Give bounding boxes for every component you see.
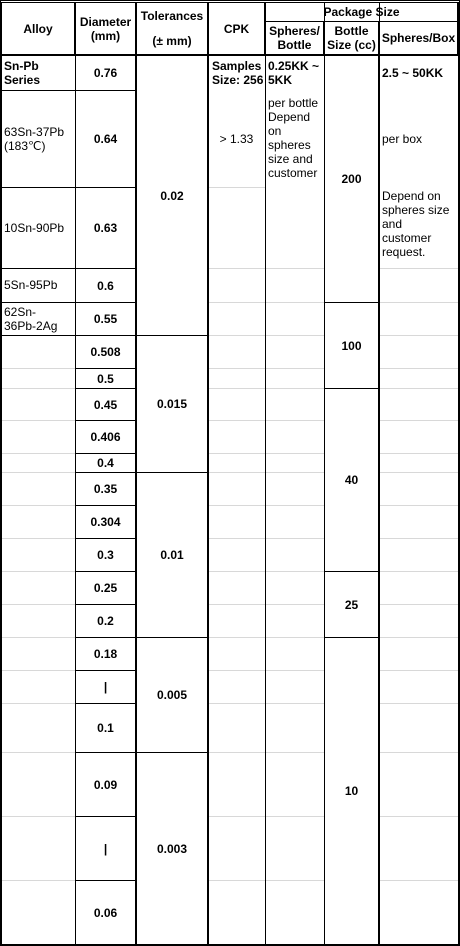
diameter-cell: 0.6	[75, 268, 136, 303]
bottle-size-cell: 40	[324, 388, 379, 572]
diameter-cell: 0.1	[75, 703, 136, 753]
column-line	[136, 2, 137, 945]
diameter-cell: 0.304	[75, 505, 136, 539]
bottle-size-cell: 200	[324, 55, 379, 303]
tolerance-cell: 0.003	[136, 752, 208, 945]
tolerance-cell: 0.02	[136, 55, 208, 336]
row-line	[1, 335, 458, 336]
row-line	[1, 388, 458, 389]
row-line	[1, 670, 458, 671]
header-cell: Alloy	[1, 2, 75, 55]
diameter-cell: 0.5	[75, 368, 136, 389]
row-line	[1, 752, 458, 753]
alloy-cell: Sn-Pb Series	[1, 55, 75, 91]
cpk-cell: Samples Size: 256	[208, 55, 265, 90]
bottle-size-cell: 25	[324, 571, 379, 638]
border-line	[1, 2, 459, 3]
row-line	[1, 571, 458, 572]
diameter-cell: 0.2	[75, 604, 136, 638]
spheres-box-cell: 2.5 ~ 50KK	[379, 55, 458, 90]
column-line	[1, 2, 2, 945]
diameter-cell: 0.3	[75, 538, 136, 572]
row-line	[1, 368, 458, 369]
diameter-cell: 0.09	[75, 752, 136, 817]
header-cell: CPK	[208, 2, 265, 55]
row-line	[1, 453, 458, 454]
header-cell: Spheres/ Bottle	[265, 21, 324, 55]
header-text: (± mm)	[152, 34, 192, 49]
row-line	[1, 703, 458, 704]
alloy-cell: 63Sn-37Pb (183℃)	[1, 90, 75, 188]
diameter-cell: 0.45	[75, 388, 136, 421]
alloy-cell: 62Sn- 36Pb-2Ag	[1, 302, 75, 336]
row-line	[1, 637, 458, 638]
diameter-cell: 0.76	[75, 55, 136, 91]
spheres-bottle-cell: 0.25KK ~ 5KK	[265, 55, 324, 90]
header-cell: Diameter (mm)	[75, 2, 136, 55]
row-line	[1, 505, 458, 506]
tolerance-cell: 0.005	[136, 637, 208, 753]
header-text: Tolerances	[140, 8, 204, 23]
diameter-cell: 0.55	[75, 302, 136, 336]
row-line	[1, 472, 458, 473]
header-cell: Spheres/Box	[379, 21, 458, 55]
diameter-cell: 0.18	[75, 637, 136, 671]
border-line	[1, 944, 459, 945]
spheres-box-cell: Depend on spheres size and customer requ…	[379, 187, 458, 268]
column-line	[208, 2, 209, 945]
bottle-size-cell: 100	[324, 302, 379, 389]
column-line	[265, 2, 266, 945]
row-line	[1, 302, 458, 303]
column-line	[75, 2, 76, 945]
diameter-cell: 0.25	[75, 571, 136, 605]
diameter-cell: 0.64	[75, 90, 136, 188]
frame-line	[0, 0, 1, 946]
border-line	[265, 21, 459, 22]
row-line	[1, 880, 458, 881]
row-line	[1, 538, 458, 539]
border-line	[1, 55, 459, 56]
cpk-cell: > 1.33	[208, 90, 265, 187]
diameter-cell: 0.63	[75, 187, 136, 269]
frame-line	[0, 0, 460, 1]
diameter-cell: 0.508	[75, 335, 136, 369]
diameter-cell: |	[75, 816, 136, 881]
row-line	[1, 268, 458, 269]
tolerance-cell: 0.015	[136, 335, 208, 473]
column-line	[379, 2, 380, 945]
row-line	[1, 816, 458, 817]
diameter-cell: 0.06	[75, 880, 136, 945]
bottle-size-cell: 10	[324, 637, 379, 945]
header-cell: Bottle Size (cc)	[324, 21, 379, 55]
diameter-cell: 0.406	[75, 420, 136, 454]
column-line	[458, 2, 459, 945]
spheres-bottle-cell: per bottle Depend on spheres size and cu…	[265, 90, 324, 190]
header-cell: Tolerances (± mm)	[136, 2, 208, 55]
diameter-cell: |	[75, 670, 136, 704]
alloy-cell: 10Sn-90Pb	[1, 187, 75, 269]
row-line	[1, 420, 458, 421]
header-cell: Package Size	[265, 2, 458, 22]
row-line	[1, 187, 458, 188]
column-line	[324, 2, 325, 945]
diameter-cell: 0.35	[75, 472, 136, 506]
tolerance-cell: 0.01	[136, 472, 208, 638]
alloy-cell: 5Sn-95Pb	[1, 268, 75, 303]
row-line	[1, 604, 458, 605]
diameter-cell: 0.4	[75, 453, 136, 473]
spheres-box-cell: per box	[379, 90, 458, 187]
